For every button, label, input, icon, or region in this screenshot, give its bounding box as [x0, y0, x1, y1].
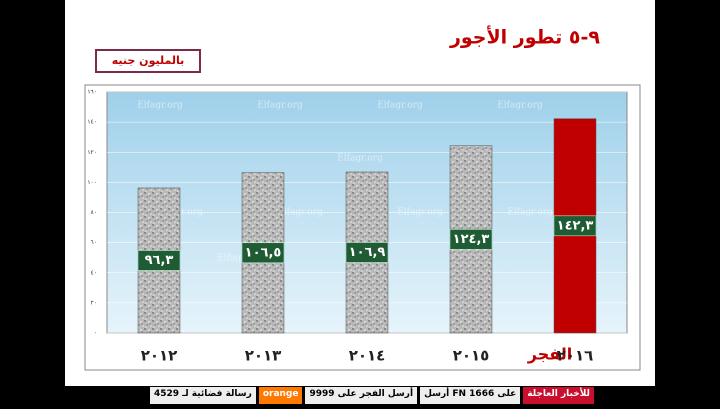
- y-tick-label: ١٤٠: [87, 119, 97, 126]
- watermark: Elfagr.org: [497, 101, 543, 111]
- value-label: ٩٦,٣: [145, 253, 174, 268]
- ticker-item: أرسل الفجر على 9999: [305, 387, 418, 404]
- value-label: ١٢٤,٣: [453, 232, 490, 247]
- value-label-box: [241, 242, 285, 264]
- y-tick-label: ٢٠: [91, 299, 97, 306]
- x-tick-label: ٢٠١٢: [141, 347, 178, 365]
- value-label-box: [449, 229, 493, 250]
- watermark: Elfagr.org: [507, 208, 553, 218]
- y-tick-label: ٦٠: [91, 239, 97, 246]
- x-tick-label: ٢٠١٥: [453, 347, 490, 365]
- ticker-item: أرسل FN على 1666: [420, 387, 521, 404]
- news-ticker: للأخبار العاجلة أرسل FN على 1666 أرسل ال…: [150, 387, 594, 404]
- watermark: Elfagr.org: [337, 154, 383, 164]
- unit-label: بالمليون جنيه: [112, 54, 184, 67]
- ticker-item: رسالة فضائية لـ 4529: [150, 387, 256, 404]
- value-label: ١٠٦,٥: [245, 245, 282, 260]
- ticker-item: للأخبار العاجلة: [523, 387, 594, 404]
- y-tick-label: ١٦٠: [87, 89, 97, 96]
- x-tick-label: ٢٠١٣: [245, 347, 282, 365]
- watermark: Elfagr.org: [217, 254, 263, 264]
- x-tick-label: ٢٠١٦: [557, 347, 594, 365]
- unit-box: [95, 49, 201, 73]
- value-label-box: [345, 242, 389, 263]
- logo: الفجر: [527, 345, 573, 364]
- value-label: ١٠٦,٩: [349, 245, 386, 260]
- x-tick-label: ٢٠١٤: [349, 347, 386, 365]
- chart-title: ٩-٥ تطور الأجور: [449, 26, 600, 49]
- y-tick-label: ٨٠: [91, 209, 97, 216]
- y-tick-label: ٤٠: [91, 269, 97, 276]
- ticker-item: orange: [258, 387, 303, 404]
- value-label-box: [137, 250, 181, 271]
- watermark: Elfagr.org: [397, 208, 443, 218]
- value-label: ١٤٢,٣: [557, 218, 594, 233]
- watermark: Elfagr.org: [257, 101, 303, 111]
- value-label-box: [553, 215, 597, 237]
- watermark: Elfagr.org: [377, 101, 423, 111]
- y-tick-label: ١٠٠: [87, 179, 97, 186]
- y-tick-label: ٠: [94, 330, 97, 337]
- y-tick-label: ١٢٠: [87, 149, 97, 156]
- watermark: Elfagr.org: [277, 208, 323, 218]
- watermark: Elfagr.org: [137, 101, 183, 111]
